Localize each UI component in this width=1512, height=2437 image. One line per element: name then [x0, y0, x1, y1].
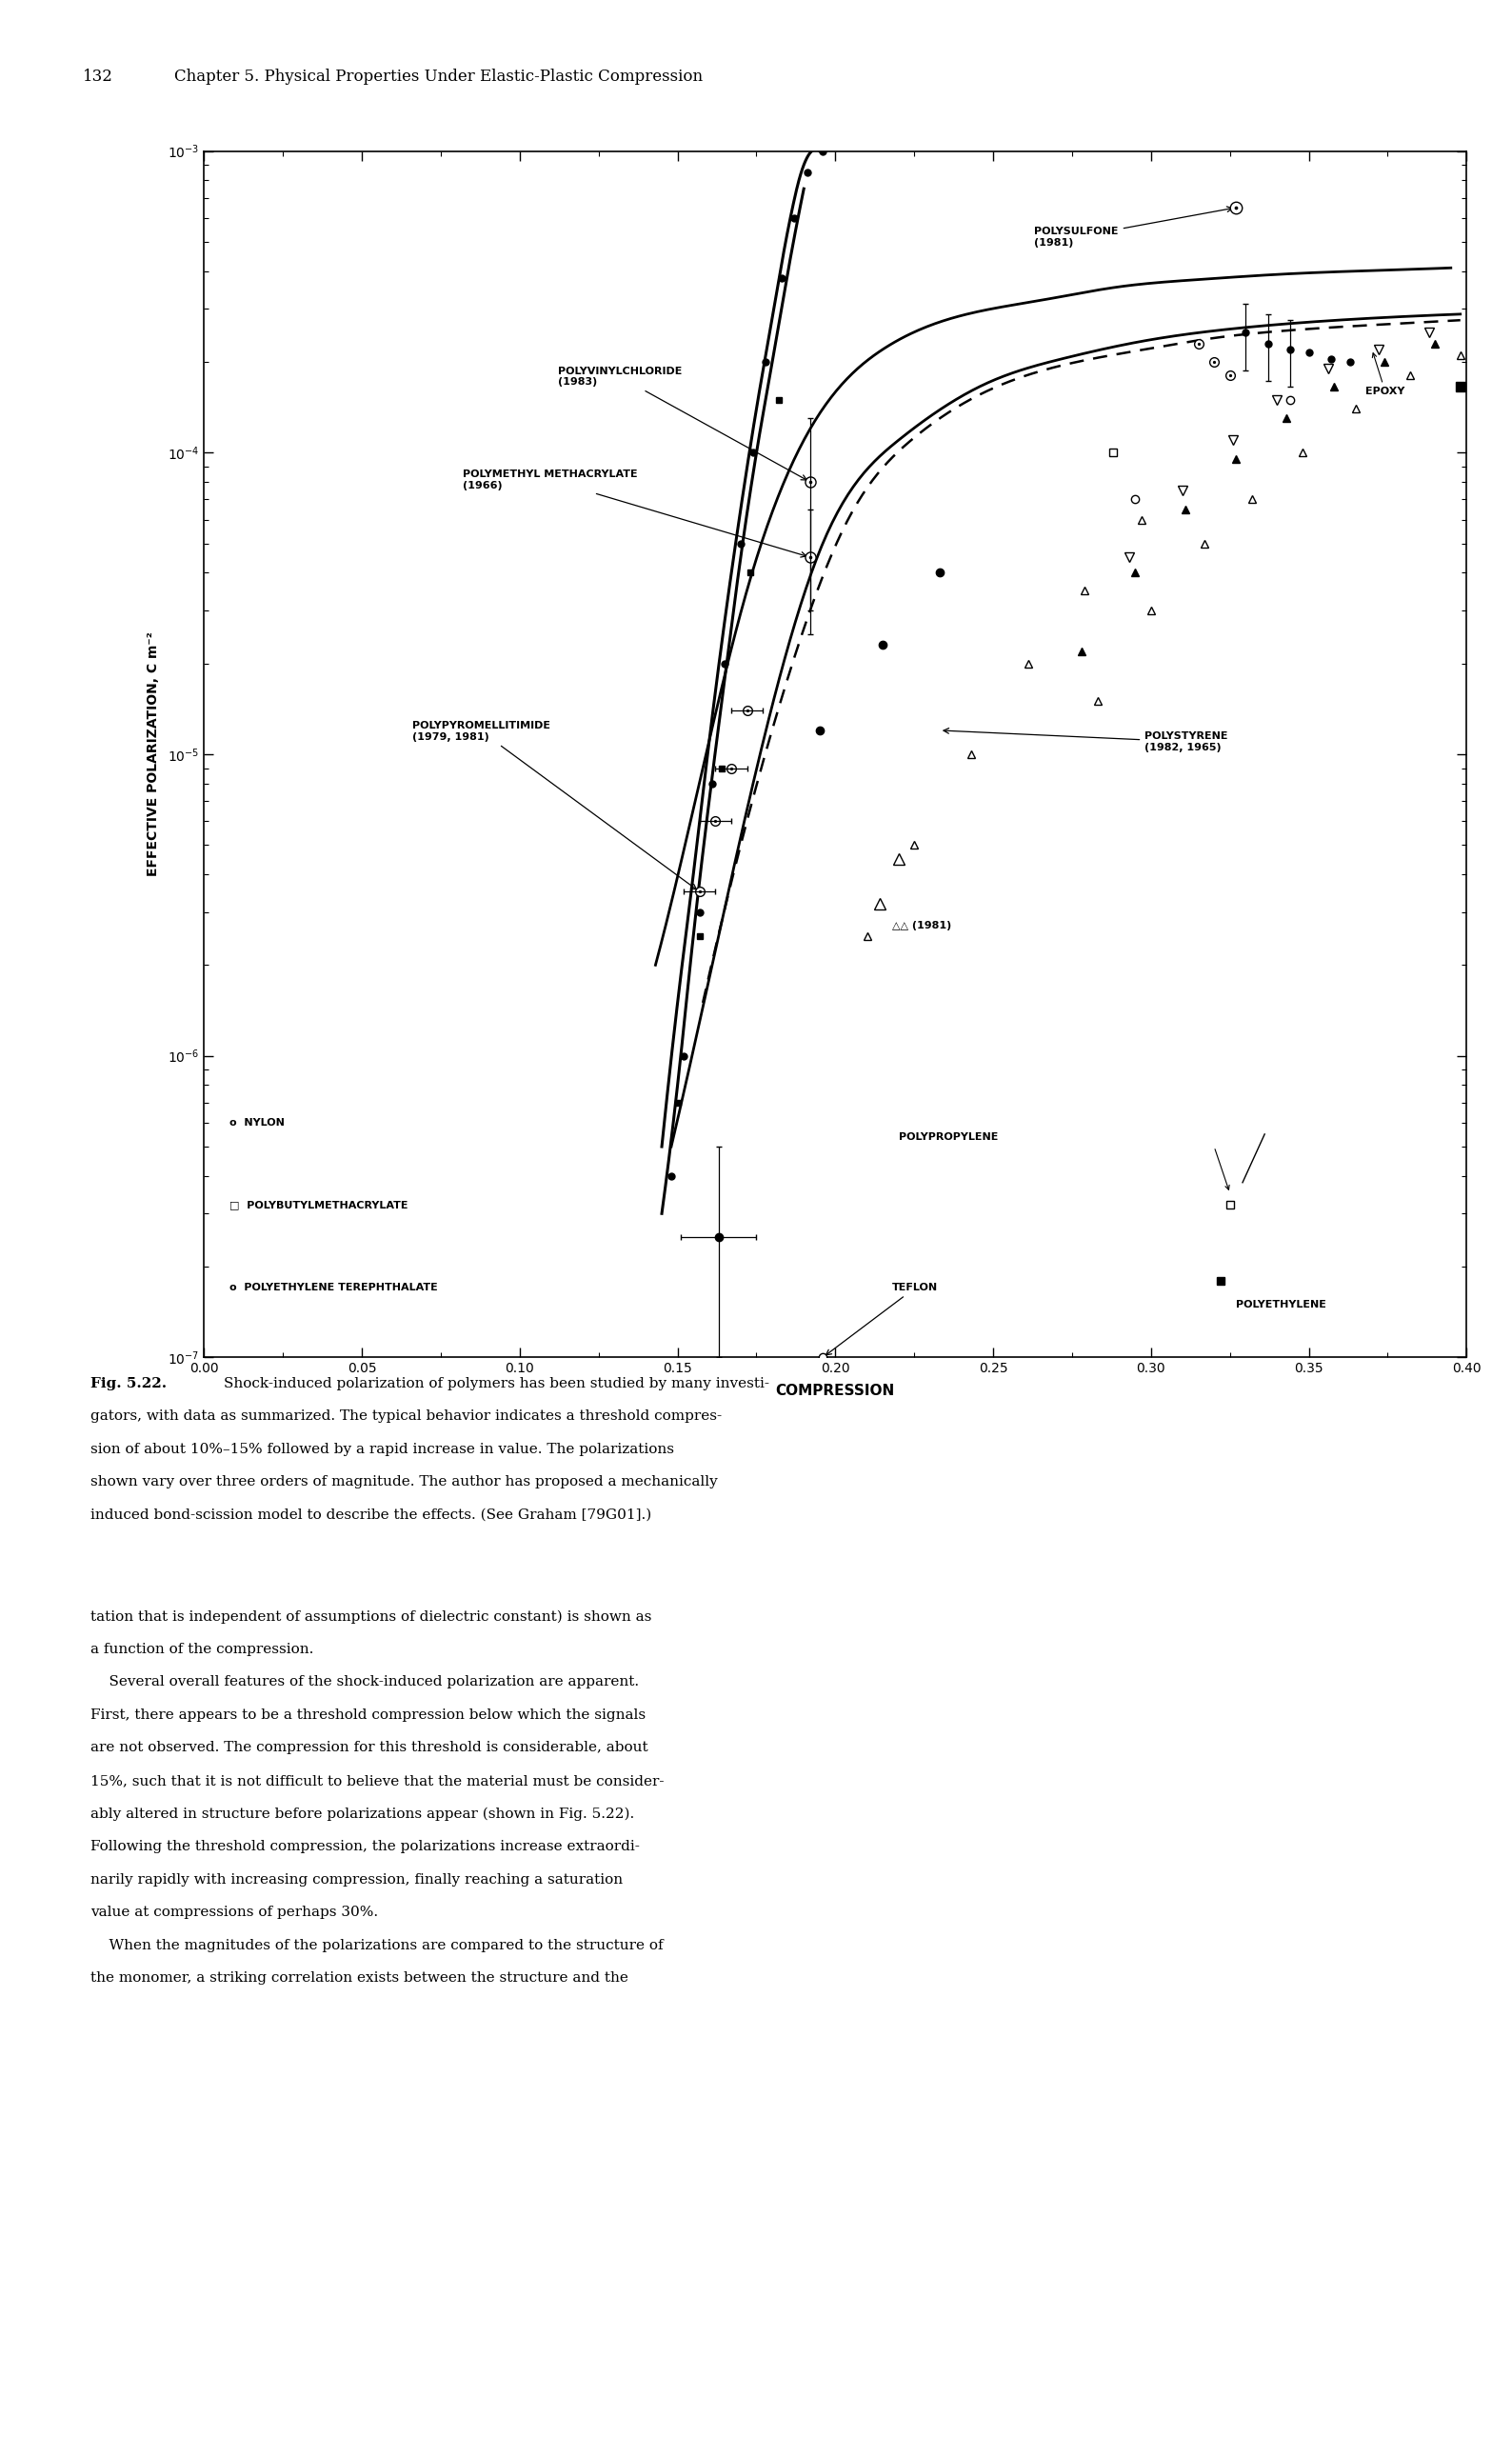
Text: First, there appears to be a threshold compression below which the signals: First, there appears to be a threshold c… — [91, 1708, 646, 1721]
Text: are not observed. The compression for this threshold is considerable, about: are not observed. The compression for th… — [91, 1740, 649, 1755]
X-axis label: COMPRESSION: COMPRESSION — [776, 1384, 895, 1396]
Text: o  POLYETHYLENE TEREPHTHALATE: o POLYETHYLENE TEREPHTHALATE — [230, 1284, 437, 1292]
Text: the monomer, a striking correlation exists between the structure and the: the monomer, a striking correlation exis… — [91, 1972, 629, 1984]
Text: o  NYLON: o NYLON — [230, 1119, 284, 1128]
Text: TEFLON: TEFLON — [826, 1284, 937, 1355]
Text: POLYSTYRENE
(1982, 1965): POLYSTYRENE (1982, 1965) — [943, 729, 1228, 753]
Text: POLYMETHYL METHACRYLATE
(1966): POLYMETHYL METHACRYLATE (1966) — [463, 470, 806, 558]
Text: 15%, such that it is not difficult to believe that the material must be consider: 15%, such that it is not difficult to be… — [91, 1774, 664, 1786]
Text: Shock-induced polarization of polymers has been studied by many investi-: Shock-induced polarization of polymers h… — [224, 1377, 770, 1389]
Text: tation that is independent of assumptions of dielectric constant) is shown as: tation that is independent of assumption… — [91, 1608, 652, 1623]
Text: sion of about 10%–15% followed by a rapid increase in value. The polarizations: sion of about 10%–15% followed by a rapi… — [91, 1443, 674, 1455]
Text: POLYETHYLENE: POLYETHYLENE — [1237, 1299, 1326, 1309]
Text: □  POLYBUTYLMETHACRYLATE: □ POLYBUTYLMETHACRYLATE — [230, 1201, 408, 1209]
Text: a function of the compression.: a function of the compression. — [91, 1643, 314, 1655]
Text: value at compressions of perhaps 30%.: value at compressions of perhaps 30%. — [91, 1906, 378, 1918]
Text: induced bond-scission model to describe the effects. (See Graham [79G01].): induced bond-scission model to describe … — [91, 1509, 652, 1521]
Text: ably altered in structure before polarizations appear (shown in Fig. 5.22).: ably altered in structure before polariz… — [91, 1808, 635, 1820]
Text: POLYVINYLCHLORIDE
(1983): POLYVINYLCHLORIDE (1983) — [558, 366, 806, 480]
Text: Fig. 5.22.: Fig. 5.22. — [91, 1377, 166, 1389]
Text: POLYPROPYLENE: POLYPROPYLENE — [898, 1131, 998, 1141]
Text: 132: 132 — [83, 68, 113, 85]
Text: gators, with data as summarized. The typical behavior indicates a threshold comp: gators, with data as summarized. The typ… — [91, 1409, 723, 1423]
Text: shown vary over three orders of magnitude. The author has proposed a mechanicall: shown vary over three orders of magnitud… — [91, 1474, 718, 1489]
Text: Several overall features of the shock-induced polarization are apparent.: Several overall features of the shock-in… — [91, 1677, 640, 1689]
Text: Following the threshold compression, the polarizations increase extraordi-: Following the threshold compression, the… — [91, 1840, 640, 1852]
Text: When the magnitudes of the polarizations are compared to the structure of: When the magnitudes of the polarizations… — [91, 1940, 664, 1952]
Y-axis label: EFFECTIVE POLARIZATION, C m⁻²: EFFECTIVE POLARIZATION, C m⁻² — [147, 631, 160, 877]
Text: △△ (1981): △△ (1981) — [892, 921, 951, 931]
Text: Chapter 5. Physical Properties Under Elastic-Plastic Compression: Chapter 5. Physical Properties Under Ela… — [174, 68, 703, 85]
Text: POLYPYROMELLITIMIDE
(1979, 1981): POLYPYROMELLITIMIDE (1979, 1981) — [413, 721, 697, 890]
Text: narily rapidly with increasing compression, finally reaching a saturation: narily rapidly with increasing compressi… — [91, 1872, 623, 1886]
Text: EPOXY: EPOXY — [1365, 353, 1405, 397]
Text: POLYSULFONE
(1981): POLYSULFONE (1981) — [1034, 207, 1232, 246]
